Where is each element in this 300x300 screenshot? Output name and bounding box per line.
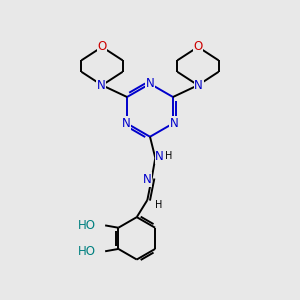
Text: H: H [155,200,162,210]
Text: N: N [170,117,178,130]
Text: HO: HO [78,245,96,258]
Text: H: H [165,152,172,161]
Text: O: O [98,40,106,52]
Text: N: N [194,79,203,92]
Text: N: N [142,173,151,186]
Text: N: N [122,117,130,130]
Text: N: N [155,150,164,163]
Text: HO: HO [78,219,96,232]
Text: N: N [97,79,106,92]
Text: N: N [146,77,154,90]
Text: O: O [194,40,202,52]
